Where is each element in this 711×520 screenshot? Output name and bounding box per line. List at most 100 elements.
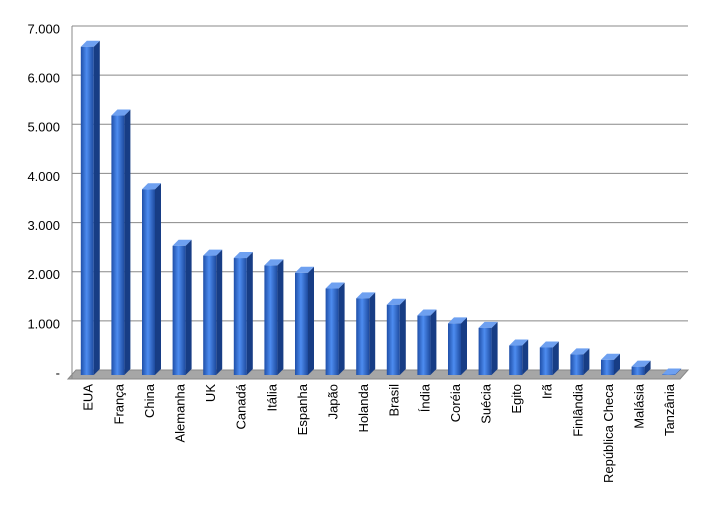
bar-front <box>570 354 584 375</box>
bar <box>509 339 529 375</box>
x-tick-label: República Checa <box>601 383 616 483</box>
bar <box>172 239 192 375</box>
bar-side <box>246 252 253 375</box>
x-tick-label: Brasil <box>387 384 402 417</box>
bar-top <box>386 298 406 305</box>
bar <box>295 266 314 375</box>
bar-front <box>142 189 155 375</box>
bar-side <box>277 259 284 375</box>
y-tick-label: 3.000 <box>27 218 60 233</box>
bar-top <box>509 339 529 346</box>
x-tick-label: Índia <box>417 383 432 412</box>
x-tick-label: UK <box>203 384 218 402</box>
x-tick-label: Alemanha <box>173 383 188 442</box>
bar-side <box>491 321 498 375</box>
bar-side <box>216 249 223 375</box>
bar-side <box>522 339 529 375</box>
bar-side <box>552 341 559 375</box>
bar-front <box>631 366 645 375</box>
bar-side <box>614 353 620 375</box>
bar <box>80 40 100 375</box>
bar <box>601 353 620 375</box>
bar-front <box>539 347 553 375</box>
bar-front <box>601 359 614 375</box>
x-tick-label: Coréia <box>448 383 463 422</box>
bar-front <box>233 258 247 375</box>
bar-side <box>185 239 192 375</box>
bar-side <box>308 266 314 375</box>
bar-top <box>233 252 253 259</box>
bar <box>233 252 253 375</box>
bar-front <box>356 298 370 375</box>
floor <box>66 369 690 380</box>
bar-top <box>448 317 467 324</box>
bar-top <box>478 321 498 328</box>
bar <box>570 348 590 375</box>
x-tick-label: Canadá <box>234 383 249 429</box>
bar <box>111 109 131 376</box>
bar-front <box>264 265 278 375</box>
bar-front <box>325 288 339 375</box>
bar-top <box>417 309 437 316</box>
bar-front <box>509 345 523 375</box>
bar-side <box>675 368 682 375</box>
x-tick-label: Espanha <box>295 383 310 435</box>
y-tick-label: 7.000 <box>27 21 60 36</box>
x-tick-label: Egito <box>509 384 524 414</box>
bar-side <box>124 109 131 376</box>
bar-top <box>325 282 345 289</box>
bar <box>386 298 406 375</box>
y-tick-label: 4.000 <box>27 169 60 184</box>
bar-side <box>399 298 406 375</box>
bar-top <box>539 341 559 348</box>
bar <box>142 183 161 375</box>
bar-top <box>662 368 682 375</box>
bar <box>264 259 284 375</box>
bar <box>325 282 345 375</box>
bar-top <box>264 259 284 266</box>
bar-side <box>430 309 437 375</box>
bar <box>448 317 467 375</box>
y-tick-label: 5.000 <box>27 120 60 135</box>
bar-front <box>478 327 492 375</box>
bar-front <box>172 245 186 375</box>
bar-top <box>142 183 161 190</box>
x-tick-label: Irã <box>540 383 555 399</box>
bar <box>631 360 651 375</box>
bar-side <box>461 317 467 375</box>
x-tick-label: Suécia <box>479 383 494 424</box>
x-tick-label: Japão <box>326 384 341 419</box>
bar-top <box>172 239 192 246</box>
x-tick-label: Finlândia <box>570 383 585 437</box>
bar <box>356 292 376 375</box>
bar-top <box>601 353 620 360</box>
bar-top <box>570 348 590 355</box>
x-tick-label: Malásia <box>632 383 647 429</box>
bar-top <box>203 249 223 256</box>
x-tick-label: Holanda <box>356 383 371 432</box>
bar <box>203 249 223 375</box>
y-tick-label: - <box>56 365 60 380</box>
x-tick-label: Itália <box>264 383 279 411</box>
bar-side <box>583 348 590 375</box>
bar-front <box>203 255 217 375</box>
bar <box>539 341 559 375</box>
bar-top <box>80 40 100 47</box>
y-tick-label: 6.000 <box>27 71 60 86</box>
bar <box>662 368 682 375</box>
bar-front <box>80 46 94 375</box>
x-tick-label: Tanzânia <box>662 383 677 436</box>
bar-side <box>644 360 651 375</box>
x-tick-label: China <box>142 383 157 418</box>
bar-top <box>111 109 131 116</box>
bar-side <box>155 183 161 375</box>
bar-front <box>386 304 400 375</box>
bar-front <box>111 115 125 376</box>
bar-top <box>631 360 651 367</box>
y-tick-label: 1.000 <box>27 316 60 331</box>
x-tick-label: França <box>111 383 126 424</box>
bar-side <box>338 282 345 375</box>
bar <box>417 309 437 375</box>
